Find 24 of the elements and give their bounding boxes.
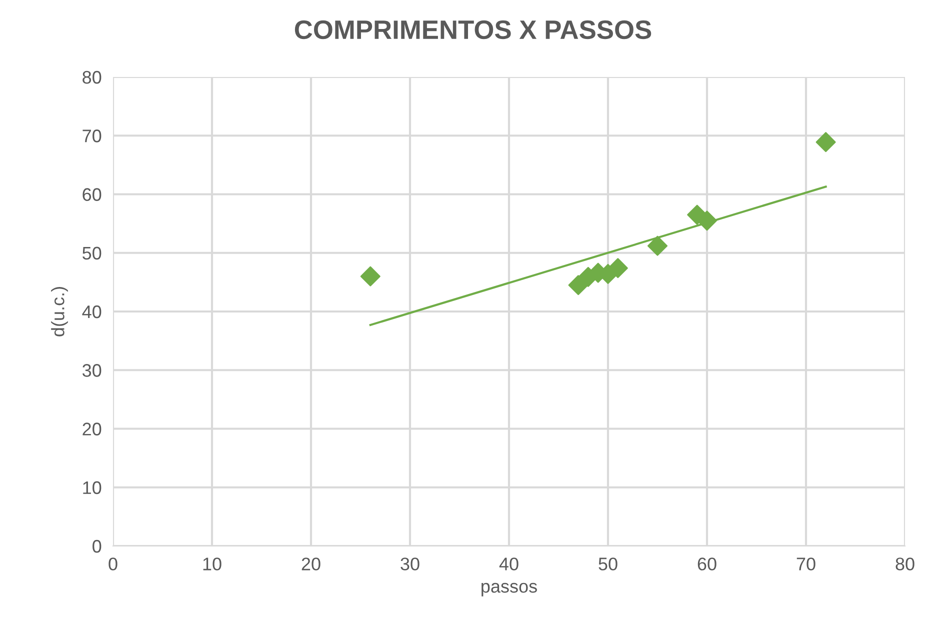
point xyxy=(816,132,836,152)
x-tick-label: 80 xyxy=(896,558,914,570)
x-tick-label: 10 xyxy=(203,558,222,570)
y-tick-label: 80 xyxy=(82,70,102,84)
y-tick-label: 10 xyxy=(83,481,102,494)
y-tick-label: 70 xyxy=(82,130,102,142)
x-tick-label: 40 xyxy=(499,558,518,570)
x-tick-label: 20 xyxy=(302,558,320,570)
y-axis-title: d(u.c.) xyxy=(51,287,68,336)
y-tick-label: 20 xyxy=(82,422,102,436)
x-tick-label: 50 xyxy=(598,558,618,570)
y-tick-label: 40 xyxy=(82,305,102,318)
x-tick-label: 60 xyxy=(698,558,716,570)
x-tick-label: 0 xyxy=(108,558,118,570)
y-tick-label: 50 xyxy=(82,246,102,260)
x-axis-title: passos xyxy=(482,582,537,596)
y-tick-label: 30 xyxy=(82,364,102,377)
point xyxy=(360,266,380,286)
y-tick-label: 0 xyxy=(92,540,102,553)
x-tick-label: 70 xyxy=(796,558,816,570)
x-tick-label: 30 xyxy=(400,558,420,570)
point xyxy=(647,236,668,256)
y-tick-label: 60 xyxy=(82,188,102,201)
chart-title: COMPRIMENTOS X PASSOS xyxy=(294,20,652,40)
